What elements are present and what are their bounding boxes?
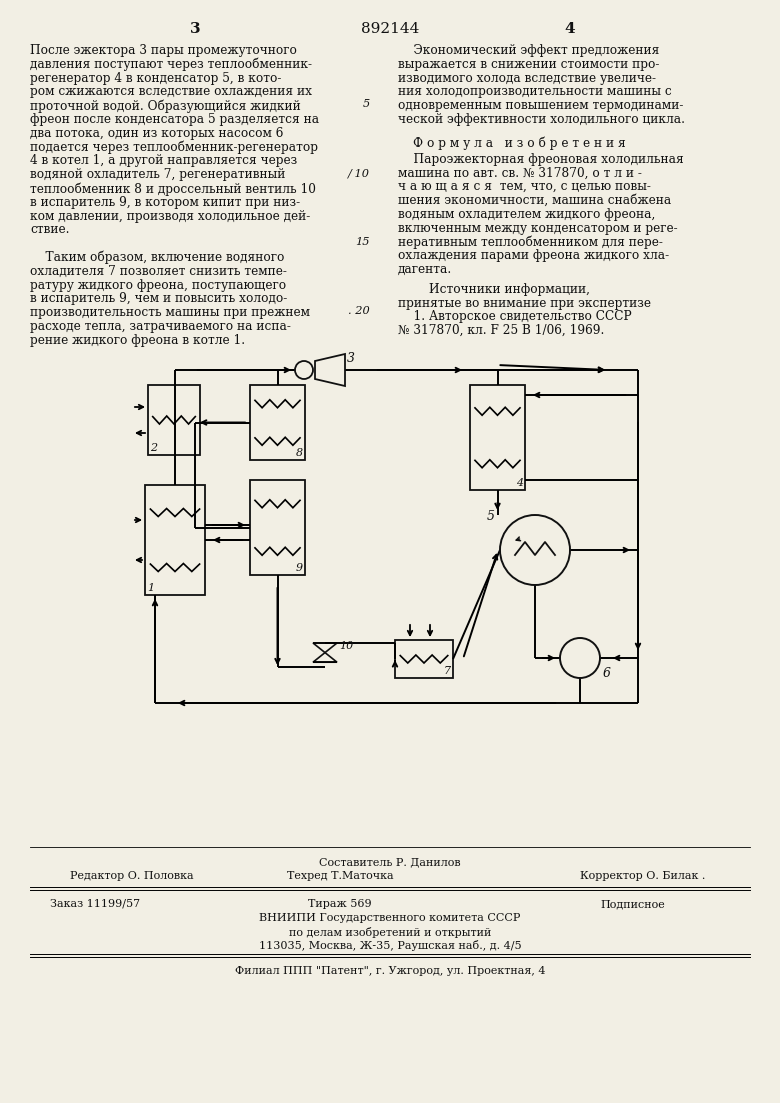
- Text: 4: 4: [516, 478, 523, 488]
- Text: в испаритель 9, чем и повысить холодо-: в испаритель 9, чем и повысить холодо-: [30, 292, 287, 306]
- Bar: [470, 385, 525, 490]
- Text: Техред Т.Маточка: Техред Т.Маточка: [287, 871, 393, 881]
- Text: теплообменник 8 и дроссельный вентиль 10: теплообменник 8 и дроссельный вентиль 10: [30, 182, 316, 195]
- Text: Тираж 569: Тираж 569: [308, 899, 372, 909]
- Text: регенератор 4 в конденсатор 5, в кото-: регенератор 4 в конденсатор 5, в кото-: [30, 72, 282, 85]
- Text: 9: 9: [296, 563, 303, 572]
- Text: 5: 5: [487, 510, 495, 523]
- Text: проточной водой. Образующийся жидкий: проточной водой. Образующийся жидкий: [30, 99, 301, 113]
- Text: 7: 7: [444, 666, 451, 676]
- Text: 4 в котел 1, а другой направляется через: 4 в котел 1, а другой направляется через: [30, 154, 297, 168]
- Text: охлаждения парами фреона жидкого хла-: охлаждения парами фреона жидкого хла-: [398, 249, 669, 263]
- Text: машина по авт. св. № 317870, о т л и -: машина по авт. св. № 317870, о т л и -: [398, 167, 642, 180]
- Text: Таким образом, включение водяного: Таким образом, включение водяного: [30, 251, 285, 265]
- Text: 15: 15: [356, 237, 370, 247]
- Text: Заказ 11199/57: Заказ 11199/57: [50, 899, 140, 909]
- Text: давления поступают через теплообменник-: давления поступают через теплообменник-: [30, 57, 312, 72]
- Text: Экономический эффект предложения: Экономический эффект предложения: [398, 44, 659, 57]
- Text: включенным между конденсатором и реге-: включенным между конденсатором и реге-: [398, 222, 678, 235]
- Text: ВНИИПИ Государственного комитета СССР: ВНИИПИ Государственного комитета СССР: [259, 913, 521, 923]
- Text: дагента.: дагента.: [398, 263, 452, 276]
- Text: 8: 8: [296, 448, 303, 458]
- Text: охладителя 7 позволяет снизить темпе-: охладителя 7 позволяет снизить темпе-: [30, 265, 287, 278]
- Text: Филиал ППП "Патент", г. Ужгород, ул. Проектная, 4: Филиал ППП "Патент", г. Ужгород, ул. Про…: [235, 966, 545, 976]
- Text: ния холодопроизводительности машины с: ния холодопроизводительности машины с: [398, 85, 672, 98]
- Text: по делам изобретений и открытий: по делам изобретений и открытий: [289, 927, 491, 938]
- Text: водяным охладителем жидкого фреона,: водяным охладителем жидкого фреона,: [398, 207, 655, 221]
- Text: 10: 10: [339, 641, 353, 651]
- Text: . 20: . 20: [348, 307, 370, 317]
- Text: рение жидкого фреона в котле 1.: рение жидкого фреона в котле 1.: [30, 334, 245, 346]
- Text: ком давлении, производя холодильное дей-: ком давлении, производя холодильное дей-: [30, 210, 310, 223]
- Text: Редактор О. Половка: Редактор О. Половка: [70, 871, 193, 881]
- Text: 5: 5: [363, 99, 370, 109]
- Text: После эжектора 3 пары промежуточного: После эжектора 3 пары промежуточного: [30, 44, 297, 57]
- Text: ч а ю щ а я с я  тем, что, с целью повы-: ч а ю щ а я с я тем, что, с целью повы-: [398, 180, 651, 193]
- Text: одновременным повышением термодинами-: одновременным повышением термодинами-: [398, 99, 683, 113]
- Text: ствие.: ствие.: [30, 224, 69, 236]
- Text: Источники информации,: Источники информации,: [398, 282, 590, 296]
- Text: изводимого холода вследствие увеличе-: изводимого холода вследствие увеличе-: [398, 72, 656, 85]
- Circle shape: [295, 361, 313, 379]
- Text: Подписное: Подписное: [600, 899, 665, 909]
- Text: / 10: / 10: [348, 168, 370, 179]
- Bar: [148, 385, 200, 456]
- Text: 1. Авторское свидетельство СССР: 1. Авторское свидетельство СССР: [398, 310, 632, 323]
- Text: водяной охладитель 7, регенеративный: водяной охладитель 7, регенеративный: [30, 168, 285, 181]
- Text: производительность машины при прежнем: производительность машины при прежнем: [30, 307, 310, 319]
- Text: 113035, Москва, Ж-35, Раушская наб., д. 4/5: 113035, Москва, Ж-35, Раушская наб., д. …: [259, 940, 521, 951]
- Text: 3: 3: [190, 22, 200, 36]
- Text: 4: 4: [565, 22, 576, 36]
- Text: два потока, один из которых насосом 6: два потока, один из которых насосом 6: [30, 127, 283, 140]
- Bar: [250, 385, 305, 460]
- Text: неративным теплообменником для пере-: неративным теплообменником для пере-: [398, 235, 663, 249]
- Bar: [395, 640, 453, 678]
- Circle shape: [500, 515, 570, 585]
- Text: в испаритель 9, в котором кипит при низ-: в испаритель 9, в котором кипит при низ-: [30, 196, 300, 208]
- Text: ром сжижаются вследствие охлаждения их: ром сжижаются вследствие охлаждения их: [30, 85, 312, 98]
- Text: принятые во внимание при экспертизе: принятые во внимание при экспертизе: [398, 297, 651, 310]
- Text: Корректор О. Билак .: Корректор О. Билак .: [580, 871, 705, 881]
- Text: Пароэжекторная фреоновая холодильная: Пароэжекторная фреоновая холодильная: [398, 152, 684, 165]
- Bar: [145, 485, 205, 595]
- Polygon shape: [315, 354, 345, 386]
- Text: ческой эффективности холодильного цикла.: ческой эффективности холодильного цикла.: [398, 113, 685, 126]
- Text: 2: 2: [150, 443, 157, 453]
- Text: 892144: 892144: [361, 22, 419, 36]
- Text: шения экономичности, машина снабжена: шения экономичности, машина снабжена: [398, 194, 672, 207]
- Text: 3: 3: [347, 352, 355, 365]
- Text: Ф о р м у л а   и з о б р е т е н и я: Ф о р м у л а и з о б р е т е н и я: [413, 137, 626, 150]
- Text: ратуру жидкого фреона, поступающего: ратуру жидкого фреона, поступающего: [30, 279, 286, 291]
- Text: подается через теплообменник-регенератор: подается через теплообменник-регенератор: [30, 140, 318, 154]
- Text: 1: 1: [147, 583, 154, 593]
- Text: № 317870, кл. F 25 В 1/06, 1969.: № 317870, кл. F 25 В 1/06, 1969.: [398, 324, 604, 338]
- Text: Составитель Р. Данилов: Составитель Р. Данилов: [319, 857, 461, 867]
- Bar: [250, 480, 305, 575]
- Text: выражается в снижении стоимости про-: выражается в снижении стоимости про-: [398, 57, 659, 71]
- Text: 6: 6: [603, 667, 611, 681]
- Text: расходе тепла, затрачиваемого на испа-: расходе тепла, затрачиваемого на испа-: [30, 320, 291, 333]
- Circle shape: [560, 638, 600, 678]
- Text: фреон после конденсатора 5 разделяется на: фреон после конденсатора 5 разделяется н…: [30, 113, 319, 126]
